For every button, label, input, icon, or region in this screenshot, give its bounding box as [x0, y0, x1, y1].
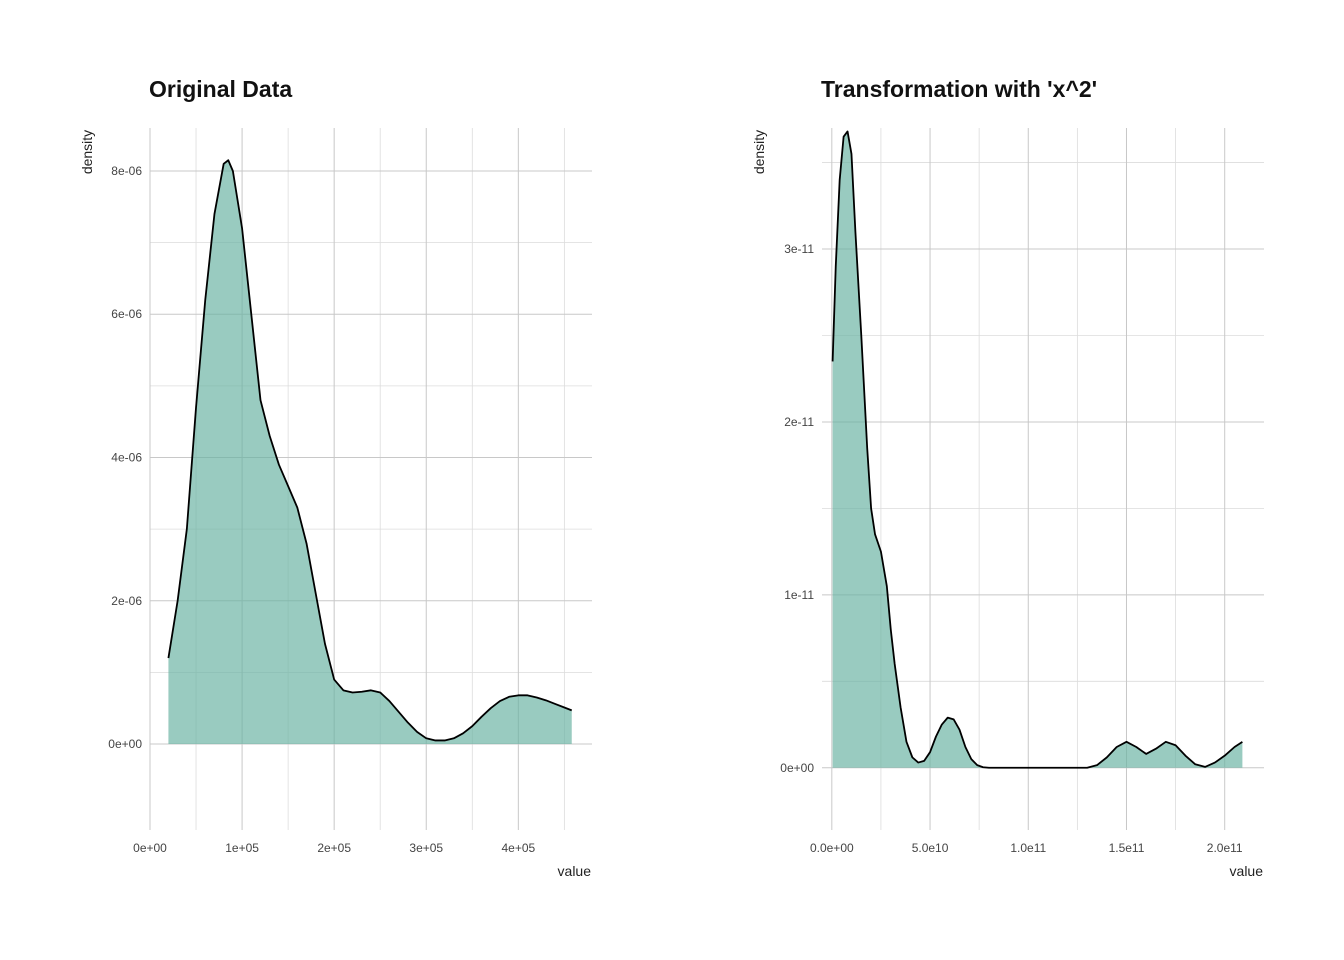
- x-axis-label: value: [558, 863, 592, 879]
- x-tick-label: 2e+05: [317, 841, 351, 855]
- panel-original-data: Original Data density value 0e+00 1e+05 2e…: [79, 76, 592, 879]
- x-tick-label: 1.0e11: [1010, 841, 1046, 855]
- chart-title: Original Data: [149, 76, 292, 102]
- x-tick-label: 1e+05: [225, 841, 259, 855]
- density-line: [167, 159, 573, 742]
- y-tick-label: 2e-11: [784, 415, 814, 429]
- y-axis-label: density: [79, 130, 95, 174]
- x-tick-label: 0.0e+00: [810, 841, 854, 855]
- y-tick-label: 1e-11: [784, 588, 814, 602]
- x-tick-label: 0e+00: [133, 841, 167, 855]
- x-tick-label: 5.0e10: [912, 841, 949, 855]
- y-tick-label: 8e-06: [111, 164, 142, 178]
- y-tick-label: 3e-11: [784, 242, 814, 256]
- y-axis-label: density: [751, 130, 767, 174]
- density-line: [831, 130, 1243, 769]
- x-tick-label: 2.0e11: [1207, 841, 1243, 855]
- y-tick-label: 2e-06: [111, 594, 142, 608]
- x-tick-label: 4e+05: [501, 841, 535, 855]
- grid: [822, 128, 1264, 830]
- density-area: [832, 131, 1243, 768]
- y-tick-label: 6e-06: [111, 307, 142, 321]
- chart-title: Transformation with 'x^2': [821, 76, 1097, 102]
- y-tick-label: 4e-06: [111, 451, 142, 465]
- y-tick-label: 0e+00: [780, 761, 814, 775]
- x-tick-label: 3e+05: [409, 841, 443, 855]
- panel-transformation: Transformation with 'x^2' density value …: [751, 76, 1264, 879]
- density-area: [168, 160, 572, 745]
- y-tick-label: 0e+00: [108, 737, 142, 751]
- x-tick-label: 1.5e11: [1109, 841, 1145, 855]
- x-axis-label: value: [1230, 863, 1264, 879]
